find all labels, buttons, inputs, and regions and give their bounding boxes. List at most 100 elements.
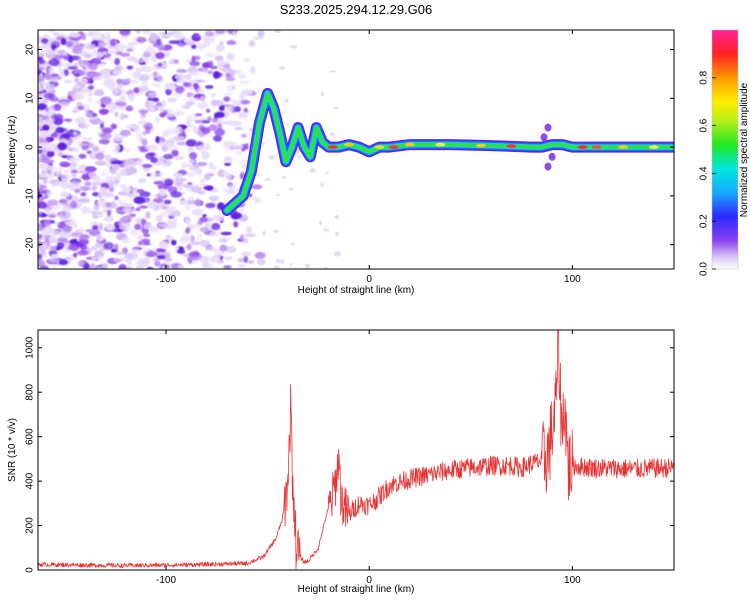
spectrogram-noise-blob bbox=[149, 55, 158, 63]
spectrogram-noise-blob bbox=[325, 171, 329, 174]
spectrogram-noise-blob bbox=[237, 264, 247, 268]
spectrogram-noise-blob bbox=[213, 135, 222, 142]
spectrogram-disturbance-blob bbox=[544, 162, 552, 171]
spectrogram-noise-blob bbox=[225, 246, 237, 253]
spectrogram-noise-blob bbox=[166, 127, 176, 136]
spectrogram-noise-blob bbox=[72, 147, 80, 152]
spectrogram-noise-blob bbox=[157, 141, 167, 146]
spectrogram-disturbance-blob bbox=[540, 133, 548, 142]
spectrogram-noise-blob bbox=[99, 132, 112, 140]
spectrogram-noise-blob bbox=[40, 235, 46, 240]
spectrogram-noise-blob bbox=[224, 144, 232, 151]
spectrogram-noise-blob bbox=[103, 242, 114, 250]
spectrogram-noise-blob bbox=[157, 255, 166, 259]
spectrogram-noise-blob bbox=[127, 42, 139, 46]
spectrogram-noise-blob bbox=[163, 199, 172, 205]
spectrogram-noise-blob bbox=[50, 245, 57, 251]
spectrogram-noise-blob bbox=[58, 259, 68, 266]
spectrogram-noise-blob bbox=[38, 254, 43, 260]
spectrogram-noise-blob bbox=[111, 160, 123, 165]
spectrogram-noise-blob bbox=[238, 160, 250, 164]
spectrogram-noise-blob bbox=[38, 56, 44, 62]
spectrogram-noise-blob bbox=[44, 92, 56, 99]
spectrogram-noise-blob bbox=[288, 187, 294, 191]
spectrogram-noise-blob bbox=[52, 32, 60, 36]
spectrogram-noise-blob bbox=[50, 97, 60, 102]
spectrogram-noise-blob bbox=[38, 259, 45, 268]
spectrogram-noise-blob bbox=[198, 216, 209, 223]
spectrogram-y-tick-label: 10 bbox=[25, 92, 36, 104]
spectrogram-noise-blob bbox=[45, 144, 58, 152]
spectrogram-noise-blob bbox=[138, 73, 150, 82]
spectrogram-noise-blob bbox=[117, 191, 128, 196]
spectrogram-noise-blob bbox=[195, 113, 203, 117]
spectrogram-noise-blob bbox=[130, 229, 139, 237]
snr-x-tick-label: 0 bbox=[366, 575, 372, 586]
spectrogram-noise-blob bbox=[173, 135, 186, 141]
spectrogram-noise-blob bbox=[223, 172, 232, 180]
spectrogram-noise-blob bbox=[116, 78, 123, 84]
spectrogram-noise-blob bbox=[107, 209, 112, 217]
spectrogram-noise-blob bbox=[67, 95, 73, 101]
spectrogram-noise-blob bbox=[93, 48, 98, 56]
spectrogram-noise-blob bbox=[129, 213, 136, 218]
spectrogram-noise-blob bbox=[138, 109, 149, 114]
spectrogram-noise-blob bbox=[49, 234, 57, 242]
spectrogram-noise-blob bbox=[38, 149, 43, 154]
spectrogram-noise-blob bbox=[143, 56, 151, 62]
spectrogram-noise-blob bbox=[209, 65, 218, 70]
spectrogram-noise-blob bbox=[65, 40, 74, 48]
spectrogram-noise-blob bbox=[71, 170, 78, 173]
spectrogram-noise-blob bbox=[98, 245, 105, 251]
spectrogram-noise-blob bbox=[213, 214, 225, 222]
snr-frame bbox=[37, 329, 675, 571]
spectrogram-noise-blob bbox=[53, 75, 57, 83]
spectrogram-frame bbox=[37, 29, 675, 270]
spectrogram-noise-blob bbox=[68, 184, 76, 191]
spectrogram-noise-blob bbox=[189, 60, 201, 67]
spectrogram-noise-blob bbox=[42, 242, 48, 250]
spectrogram-noise-blob bbox=[114, 111, 119, 118]
spectrogram-noise-blob bbox=[187, 256, 194, 261]
spectrogram-noise-blob bbox=[153, 258, 158, 262]
spectrogram-noise-blob bbox=[320, 182, 324, 188]
spectrogram-noise-blob bbox=[329, 132, 336, 136]
spectrogram-noise-blob bbox=[78, 153, 87, 159]
spectrogram-noise-blob bbox=[117, 82, 123, 88]
spectrogram-noise-blob bbox=[122, 236, 131, 244]
spectrogram-y-tick-label: 0 bbox=[25, 144, 36, 150]
spectrogram-noise-blob bbox=[74, 188, 81, 194]
spectrogram-noise-blob bbox=[155, 248, 167, 253]
spectrogram-noise-blob bbox=[173, 59, 179, 64]
spectrogram-noise-blob bbox=[205, 108, 211, 113]
spectrogram-noise-blob bbox=[104, 155, 112, 161]
spectrogram-noise-blob bbox=[273, 265, 280, 269]
spectrogram-noise-blob bbox=[185, 203, 191, 212]
spectrogram-noise-blob bbox=[77, 106, 85, 110]
spectrogram-noise-blob bbox=[141, 238, 151, 244]
spectrogram-noise-blob bbox=[57, 237, 68, 243]
spectrogram-noise-blob bbox=[211, 92, 216, 98]
spectrogram-noise-blob bbox=[193, 55, 201, 61]
spectrogram-noise-blob bbox=[103, 215, 114, 223]
spectrogram-noise-blob bbox=[155, 136, 160, 144]
spectrogram-noise-blob bbox=[136, 189, 145, 194]
spectrogram-noise-blob bbox=[199, 183, 208, 187]
spectrogram-noise-blob bbox=[122, 186, 133, 193]
spectrogram-hot-spot bbox=[476, 143, 486, 148]
spectrogram-noise-blob bbox=[333, 106, 339, 110]
spectrogram-noise-blob bbox=[141, 163, 153, 168]
spectrogram-noise-blob bbox=[248, 40, 256, 47]
spectrogram-noise-blob bbox=[128, 95, 135, 102]
spectrogram-noise-blob bbox=[133, 87, 140, 94]
spectrogram-noise-blob bbox=[215, 100, 225, 107]
spectrogram-noise-blob bbox=[154, 260, 161, 267]
spectrogram-noise-blob bbox=[222, 120, 233, 126]
spectrogram-noise-blob bbox=[84, 263, 90, 269]
spectrogram-noise-blob bbox=[218, 238, 228, 244]
spectrogram-noise-blob bbox=[79, 197, 91, 204]
spectrogram-noise-blob bbox=[240, 133, 247, 138]
spectrogram-noise-blob bbox=[226, 30, 231, 33]
spectrogram-noise-blob bbox=[57, 242, 65, 249]
spectrogram-noise-blob bbox=[179, 128, 184, 133]
